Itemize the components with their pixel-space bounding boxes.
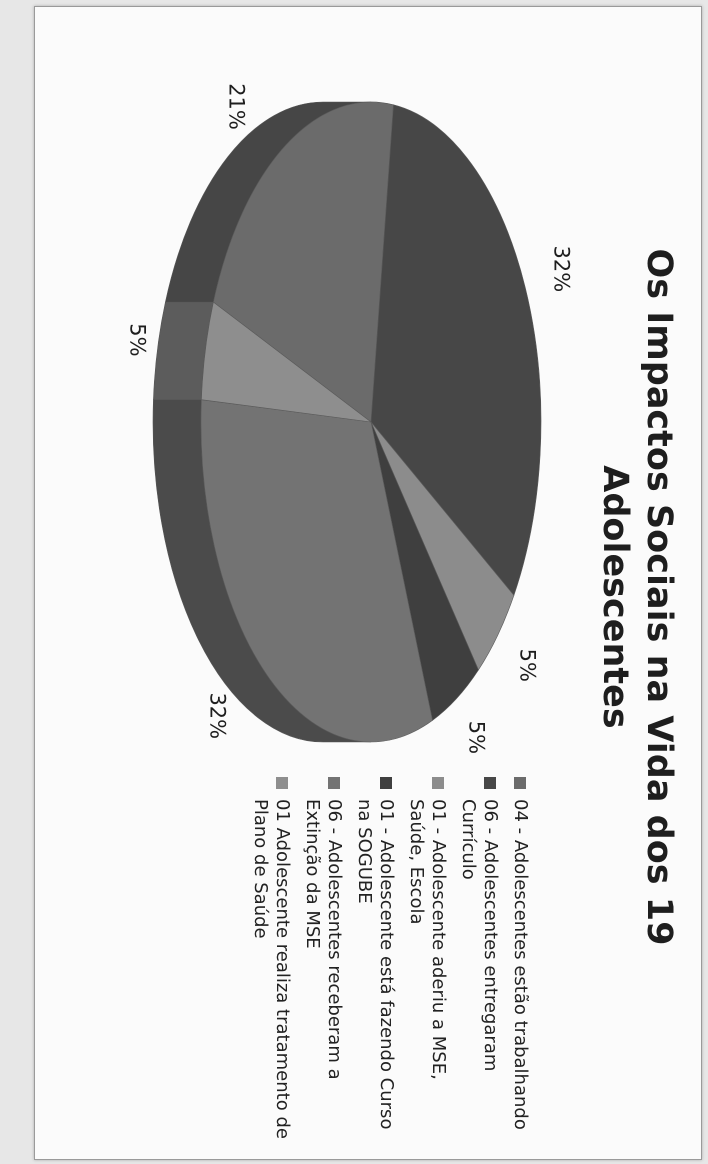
pie-data-label-3: 5% (465, 721, 489, 754)
legend-item: 01 - Adolescente está fazendo Curso na S… (353, 775, 397, 1145)
legend: 04 - Adolescentes estão trabalhando 06 - … (241, 775, 531, 1145)
pie-slice-1 (370, 104, 542, 596)
legend-swatch (484, 777, 496, 789)
slide: Os Impactos Sociais na Vida dos 19 Adole… (34, 6, 702, 1160)
slide-content: Os Impactos Sociais na Vida dos 19 Adole… (35, 7, 701, 1159)
pie-slice-4 (200, 399, 433, 743)
legend-item: 01 Adolescente realiza tratamento de Pla… (249, 775, 293, 1145)
legend-item: 06 - Adolescentes entregaram Currículo (457, 775, 501, 1145)
legend-swatch (276, 777, 288, 789)
pie-data-label-1: 32% (550, 246, 574, 293)
pie-slice-5 (201, 301, 373, 423)
legend-label: 04 - Adolescentes estão trabalhando (510, 799, 531, 1130)
pie-slice-0 (213, 101, 394, 423)
legend-label: 06 - Adolescentes entregaram Currículo (458, 799, 501, 1072)
legend-swatch (328, 777, 340, 789)
legend-swatch (432, 777, 444, 789)
legend-label: 06 - Adolescentes receberam a Extinção d… (302, 799, 345, 1080)
legend-item: 06 - Adolescentes receberam a Extinção d… (301, 775, 345, 1145)
pie-chart: 21% 32% 5% 5% 32% 5% (126, 83, 574, 754)
pie-side-walls (152, 101, 372, 743)
legend-label: 01 - Adolescente aderiu a MSE, Saúde, Es… (406, 799, 449, 1080)
pie-data-label-2: 5% (516, 649, 540, 682)
legend-item: 04 - Adolescentes estão trabalhando (509, 775, 531, 1145)
legend-swatch (514, 777, 526, 789)
pie-top-faces (200, 101, 542, 743)
pie-data-label-4: 32% (206, 692, 230, 739)
pie-data-label-5: 5% (126, 323, 150, 356)
legend-label: 01 Adolescente realiza tratamento de Pla… (250, 799, 293, 1139)
pie-data-label-0: 21% (225, 83, 249, 130)
legend-swatch (380, 777, 392, 789)
pie-labels: 21% 32% 5% 5% 32% 5% (126, 83, 574, 754)
legend-label: 01 - Adolescente está fazendo Curso na S… (354, 799, 397, 1130)
legend-item: 01 - Adolescente aderiu a MSE, Saúde, Es… (405, 775, 449, 1145)
